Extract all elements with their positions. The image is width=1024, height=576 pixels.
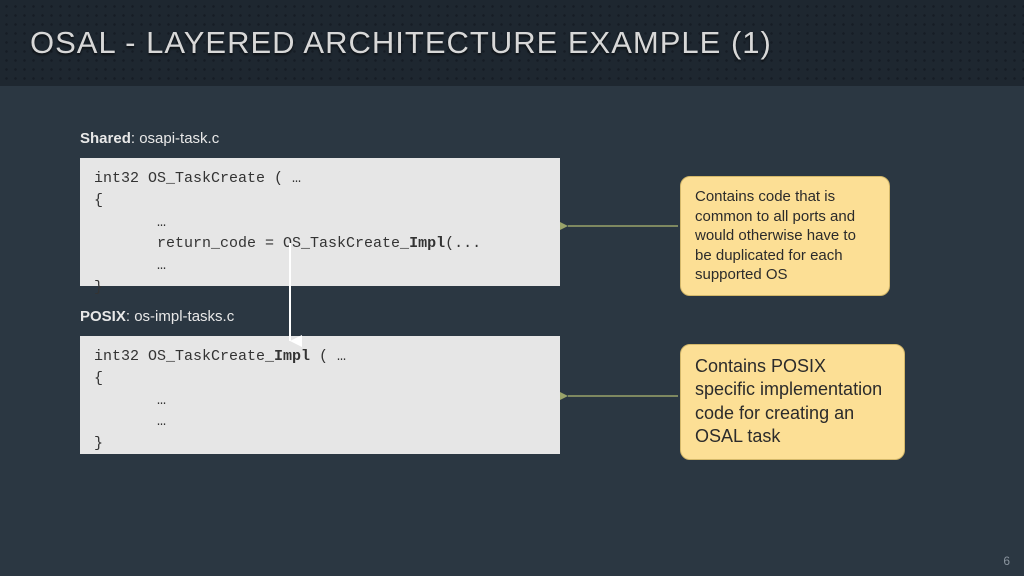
block2-label-rest: : os-impl-tasks.c bbox=[126, 308, 234, 325]
callout-2: Contains POSIX specific implementation c… bbox=[680, 344, 905, 460]
block1-label-rest: : osapi-task.c bbox=[131, 130, 219, 147]
block2-label: POSIX: os-impl-tasks.c bbox=[80, 308, 234, 325]
page-number: 6 bbox=[1003, 554, 1010, 568]
block2-code: int32 OS_TaskCreate_Impl ( … { … … } bbox=[80, 336, 560, 454]
arrow-callout1 bbox=[560, 206, 680, 246]
block1-label-bold: Shared bbox=[80, 130, 131, 147]
block1-label: Shared: osapi-task.c bbox=[80, 130, 219, 147]
slide-title: OSAL - LAYERED ARCHITECTURE EXAMPLE (1) bbox=[30, 25, 772, 61]
header-band: OSAL - LAYERED ARCHITECTURE EXAMPLE (1) bbox=[0, 0, 1024, 86]
block1-code: int32 OS_TaskCreate ( … { … return_code … bbox=[80, 158, 560, 286]
block2-label-bold: POSIX bbox=[80, 308, 126, 325]
content-area: Shared: osapi-task.c int32 OS_TaskCreate… bbox=[0, 86, 1024, 576]
arrow-callout2 bbox=[560, 376, 680, 416]
callout-1: Contains code that is common to all port… bbox=[680, 176, 890, 296]
